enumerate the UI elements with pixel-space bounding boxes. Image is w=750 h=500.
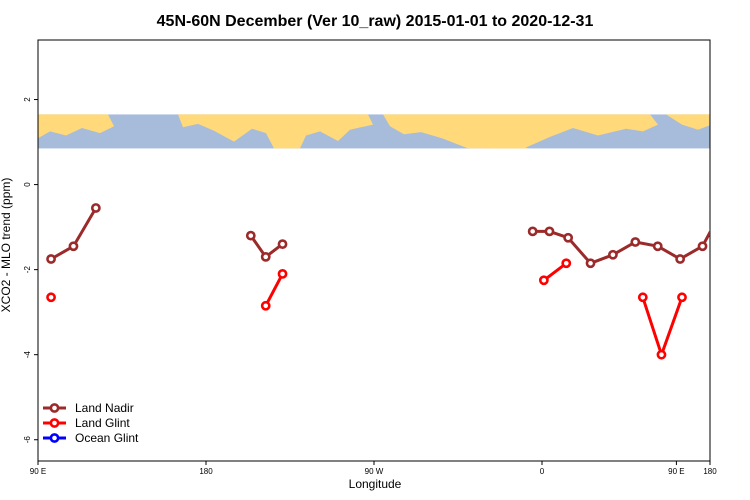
x-tick-label: 0 <box>540 467 545 476</box>
y-tick-label: 2 <box>23 97 32 102</box>
x-tick-label: 90 E <box>668 467 684 476</box>
world-map-band <box>38 114 710 149</box>
x-tick-label: 90 E <box>30 467 46 476</box>
land-glint-point <box>277 268 288 279</box>
chart-title: 45N-60N December (Ver 10_raw) 2015-01-01… <box>157 13 594 30</box>
x-tick-label: 180 <box>199 467 213 476</box>
land-nadir-point <box>544 226 555 237</box>
land-nadir-point <box>90 203 101 213</box>
x-axis-label: Longitude <box>349 477 402 491</box>
y-axis: 2 0 -2 -4 -6 <box>23 97 38 444</box>
land-glint-point <box>677 292 687 303</box>
land-nadir-line <box>49 206 98 261</box>
legend-label-land-glint: Land Glint <box>75 416 130 430</box>
land-nadir-point <box>277 239 288 250</box>
land-glint-point <box>637 292 648 303</box>
x-tick-label: 90 W <box>365 467 384 476</box>
y-tick-label: -6 <box>23 436 32 444</box>
series-layer <box>46 203 726 360</box>
land-glint-line <box>264 272 284 308</box>
land-nadir-point <box>608 249 618 260</box>
land-shape <box>490 143 528 149</box>
legend-marker-land-nadir <box>49 403 60 413</box>
land-nadir-point <box>675 254 686 264</box>
y-tick-label: -4 <box>23 351 32 359</box>
land-shape <box>178 114 373 149</box>
legend-marker-ocean-glint <box>49 433 60 443</box>
land-nadir-line <box>531 229 710 265</box>
y-tick-label: 0 <box>23 182 32 187</box>
land-shape <box>383 114 658 149</box>
legend-label-ocean-glint: Ocean Glint <box>75 431 139 445</box>
x-tick-label: 180 <box>703 467 717 476</box>
land-nadir-point <box>585 258 596 269</box>
land-nadir-point <box>719 204 726 211</box>
land-glint-point <box>656 349 667 360</box>
land-glint-point <box>538 275 549 286</box>
land-shape <box>38 114 114 139</box>
plot-frame <box>37 39 711 462</box>
land-nadir-point <box>68 241 79 252</box>
legend-marker-land-glint <box>49 418 60 428</box>
land-shape <box>666 114 710 130</box>
land-nadir-point <box>652 241 663 252</box>
x-axis: 90 E 180 90 W 0 90 E 180 <box>30 461 717 476</box>
land-nadir-point <box>527 226 538 237</box>
land-nadir-point <box>46 254 56 264</box>
land-nadir-point <box>697 241 708 252</box>
y-axis-label: XCO2 - MLO trend (ppm) <box>0 178 13 313</box>
land-glint-point <box>260 300 271 311</box>
land-glint-point <box>46 292 56 303</box>
legend-label-land-nadir: Land Nadir <box>75 401 134 415</box>
land-nadir-point <box>563 232 574 243</box>
y-tick-label: -2 <box>23 266 32 274</box>
land-nadir-point <box>260 251 271 262</box>
land-glint-line <box>641 295 684 357</box>
land-glint-point <box>561 258 572 269</box>
land-nadir-point <box>630 237 641 247</box>
land-nadir-point <box>245 230 256 241</box>
